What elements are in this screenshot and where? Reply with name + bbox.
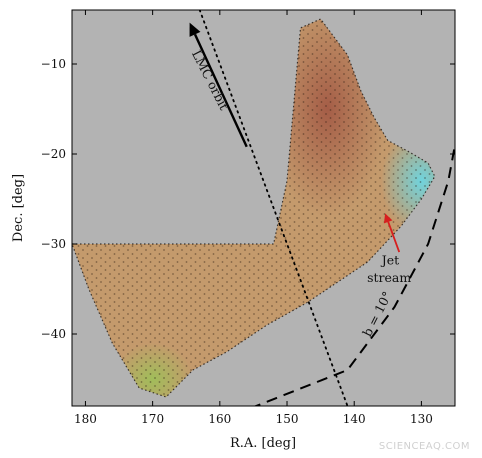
- lmc-orbit-arrow-shaft: [193, 33, 248, 148]
- y-tick-label: −20: [41, 147, 66, 161]
- y-tick-label: −10: [41, 57, 66, 71]
- x-tick-label: 150: [276, 412, 299, 426]
- y-tick-label: −40: [41, 327, 66, 341]
- x-tick-label: 140: [343, 412, 366, 426]
- x-axis: 180 170 160 150 140 130: [74, 10, 433, 426]
- jet-stream-arrow-head: [383, 213, 393, 224]
- x-tick-label: 170: [141, 412, 164, 426]
- b10-curve: [253, 144, 455, 406]
- annotation-3: stream: [367, 270, 411, 285]
- annotation-2: Jet: [380, 253, 399, 268]
- x-tick-label: 180: [74, 412, 97, 426]
- footprint-texture: [72, 19, 435, 397]
- x-axis-label: R.A. [deg]: [230, 436, 296, 451]
- curve-layer: [198, 10, 455, 406]
- x-tick-label: 130: [410, 412, 433, 426]
- plot-frame: [71, 9, 456, 407]
- y-tick-label: −30: [41, 237, 66, 251]
- watermark: SCIENCEAQ.COM: [378, 441, 470, 452]
- lmc-orbit-arrow-head: [189, 22, 201, 37]
- y-axis-label: Dec. [deg]: [11, 174, 26, 242]
- lmc-orbit-curve: [198, 10, 349, 406]
- footprint-edge: [72, 18, 436, 398]
- y-axis: −10 −20 −30 −40: [41, 57, 455, 341]
- jet-stream-arrow-shaft: [387, 221, 401, 253]
- x-tick-label: 160: [208, 412, 231, 426]
- arrow-layer: [189, 22, 401, 253]
